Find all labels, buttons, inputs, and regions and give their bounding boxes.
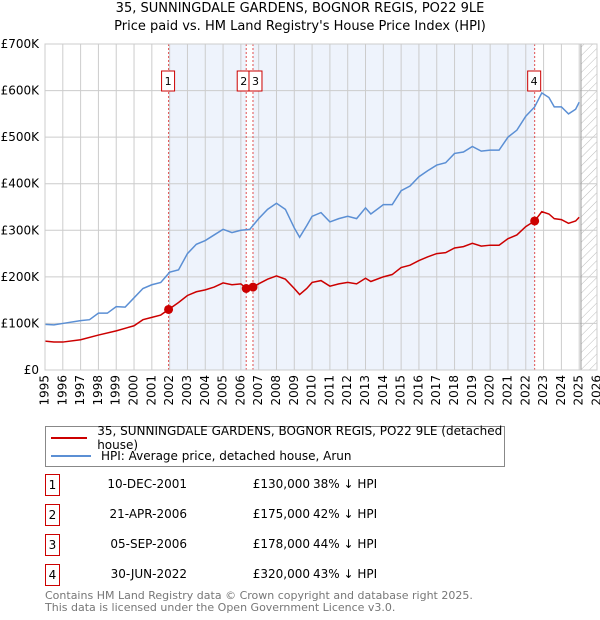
sale-label: 2 [240,75,247,88]
legend: 35, SUNNINGDALE GARDENS, BOGNOR REGIS, P… [45,424,505,467]
sale-number-badge: 2 [45,504,60,526]
forecast-hatch [580,44,597,370]
x-tick-label: 2024 [554,375,568,406]
x-tick-label: 1996 [55,375,69,406]
sale-number-badge: 4 [45,564,60,586]
shaded-region [252,44,535,370]
x-tick-label: 2008 [269,375,283,406]
x-tick-label: 2010 [305,375,319,406]
legend-label: 35, SUNNINGDALE GARDENS, BOGNOR REGIS, P… [97,424,503,452]
x-tick-label: 2023 [536,375,550,406]
y-tick-label: £0 [24,363,39,377]
sale-hpi-diff: 44% ↓ HPI [313,537,378,551]
sale-label-box [248,70,263,92]
x-tick-label: 2003 [180,375,194,406]
x-tick-label: 2021 [500,375,514,406]
y-tick-label: £100K [1,316,41,330]
x-tick-label: 1995 [38,375,52,406]
legend-label: HPI: Average price, detached house, Arun [101,449,352,463]
sale-price: £178,000 [252,537,310,551]
sale-hpi-diff: 42% ↓ HPI [313,507,378,521]
sale-point [164,304,174,314]
sale-number-badge: 1 [45,474,60,496]
y-tick-label: £600K [1,84,41,98]
x-tick-label: 2001 [144,375,158,406]
y-tick-label: £700K [1,37,41,51]
plot-border [44,43,598,371]
sale-label: 3 [252,75,259,88]
sale-point [241,284,251,293]
x-tick-label: 2015 [394,375,408,406]
x-tick-label: 1999 [109,375,123,406]
x-tick-label: 1997 [73,375,87,406]
footer-line1: Contains HM Land Registry data © Crown c… [45,589,473,602]
x-tick-label: 2013 [358,375,372,406]
x-tick-label: 2004 [198,375,212,406]
sale-row: 3 05-SEP-2006 £178,000 44% ↓ HPI [45,534,445,556]
sale-price: £130,000 [252,477,310,491]
x-tick-label: 1998 [91,375,105,406]
x-tick-label: 2005 [216,375,230,406]
x-tick-label: 2012 [340,375,354,406]
chart-title: 35, SUNNINGDALE GARDENS, BOGNOR REGIS, P… [115,1,485,16]
sale-row: 1 10-DEC-2001 £130,000 38% ↓ HPI [45,474,445,496]
x-tick-label: 2007 [251,375,265,406]
sale-date: 10-DEC-2001 [107,477,187,491]
sale-price: £175,000 [252,507,310,521]
sale-point [248,282,258,292]
x-tick-label: 2016 [411,375,425,406]
hpi-line [44,91,580,326]
sale-row: 4 30-JUN-2022 £320,000 43% ↓ HPI [45,564,445,586]
price-chart: 1995 1996 1997 1998 1999 2000 2001 2002 2003 2004… [1,37,600,406]
x-tick-label: 2022 [518,375,532,406]
x-tick-label: 2009 [287,375,301,406]
sale-price: £320,000 [252,567,310,581]
y-tick-label: £400K [1,177,41,191]
sale-label-box [527,70,542,92]
sale-date: 21-APR-2006 [109,507,187,521]
x-tick-label: 2014 [376,375,390,406]
sale-date: 30-JUN-2022 [110,567,187,581]
footer-line2: This data is licensed under the Open Gov… [45,601,396,614]
sale-hpi-diff: 43% ↓ HPI [313,567,378,581]
x-tick-label: 2018 [447,375,461,406]
y-tick-label: £500K [1,130,41,144]
x-tick-label: 2000 [127,375,141,406]
y-tick-label: £200K [1,270,41,284]
legend-item-hpi: HPI: Average price, detached house, Arun [51,448,352,464]
x-tick-label: 2020 [483,375,497,406]
blue-line-swatch [51,455,91,457]
shaded-region [168,44,247,370]
x-tick-label: 2011 [322,375,336,406]
x-tick-label: 2019 [465,375,479,406]
red-line-swatch [51,437,88,439]
x-tick-label: 2017 [429,375,443,406]
x-tick-label: 2025 [572,375,586,406]
sale-label: 1 [165,75,172,88]
sale-point [530,216,540,226]
sale-hpi-diff: 38% ↓ HPI [313,477,378,491]
sale-date: 05-SEP-2006 [110,537,187,551]
x-tick-label: 2002 [162,375,176,406]
sale-row: 2 21-APR-2006 £175,000 42% ↓ HPI [45,504,445,526]
y-tick-label: £300K [1,223,41,237]
sale-label-box [161,70,176,92]
legend-item-property: 35, SUNNINGDALE GARDENS, BOGNOR REGIS, P… [51,424,504,452]
chart-subtitle: Price paid vs. HM Land Registry's House … [114,19,486,34]
x-tick-label: 2026 [590,375,600,406]
sale-label: 4 [531,75,538,88]
x-tick-label: 2006 [233,375,247,406]
sale-number-badge: 3 [45,534,60,556]
